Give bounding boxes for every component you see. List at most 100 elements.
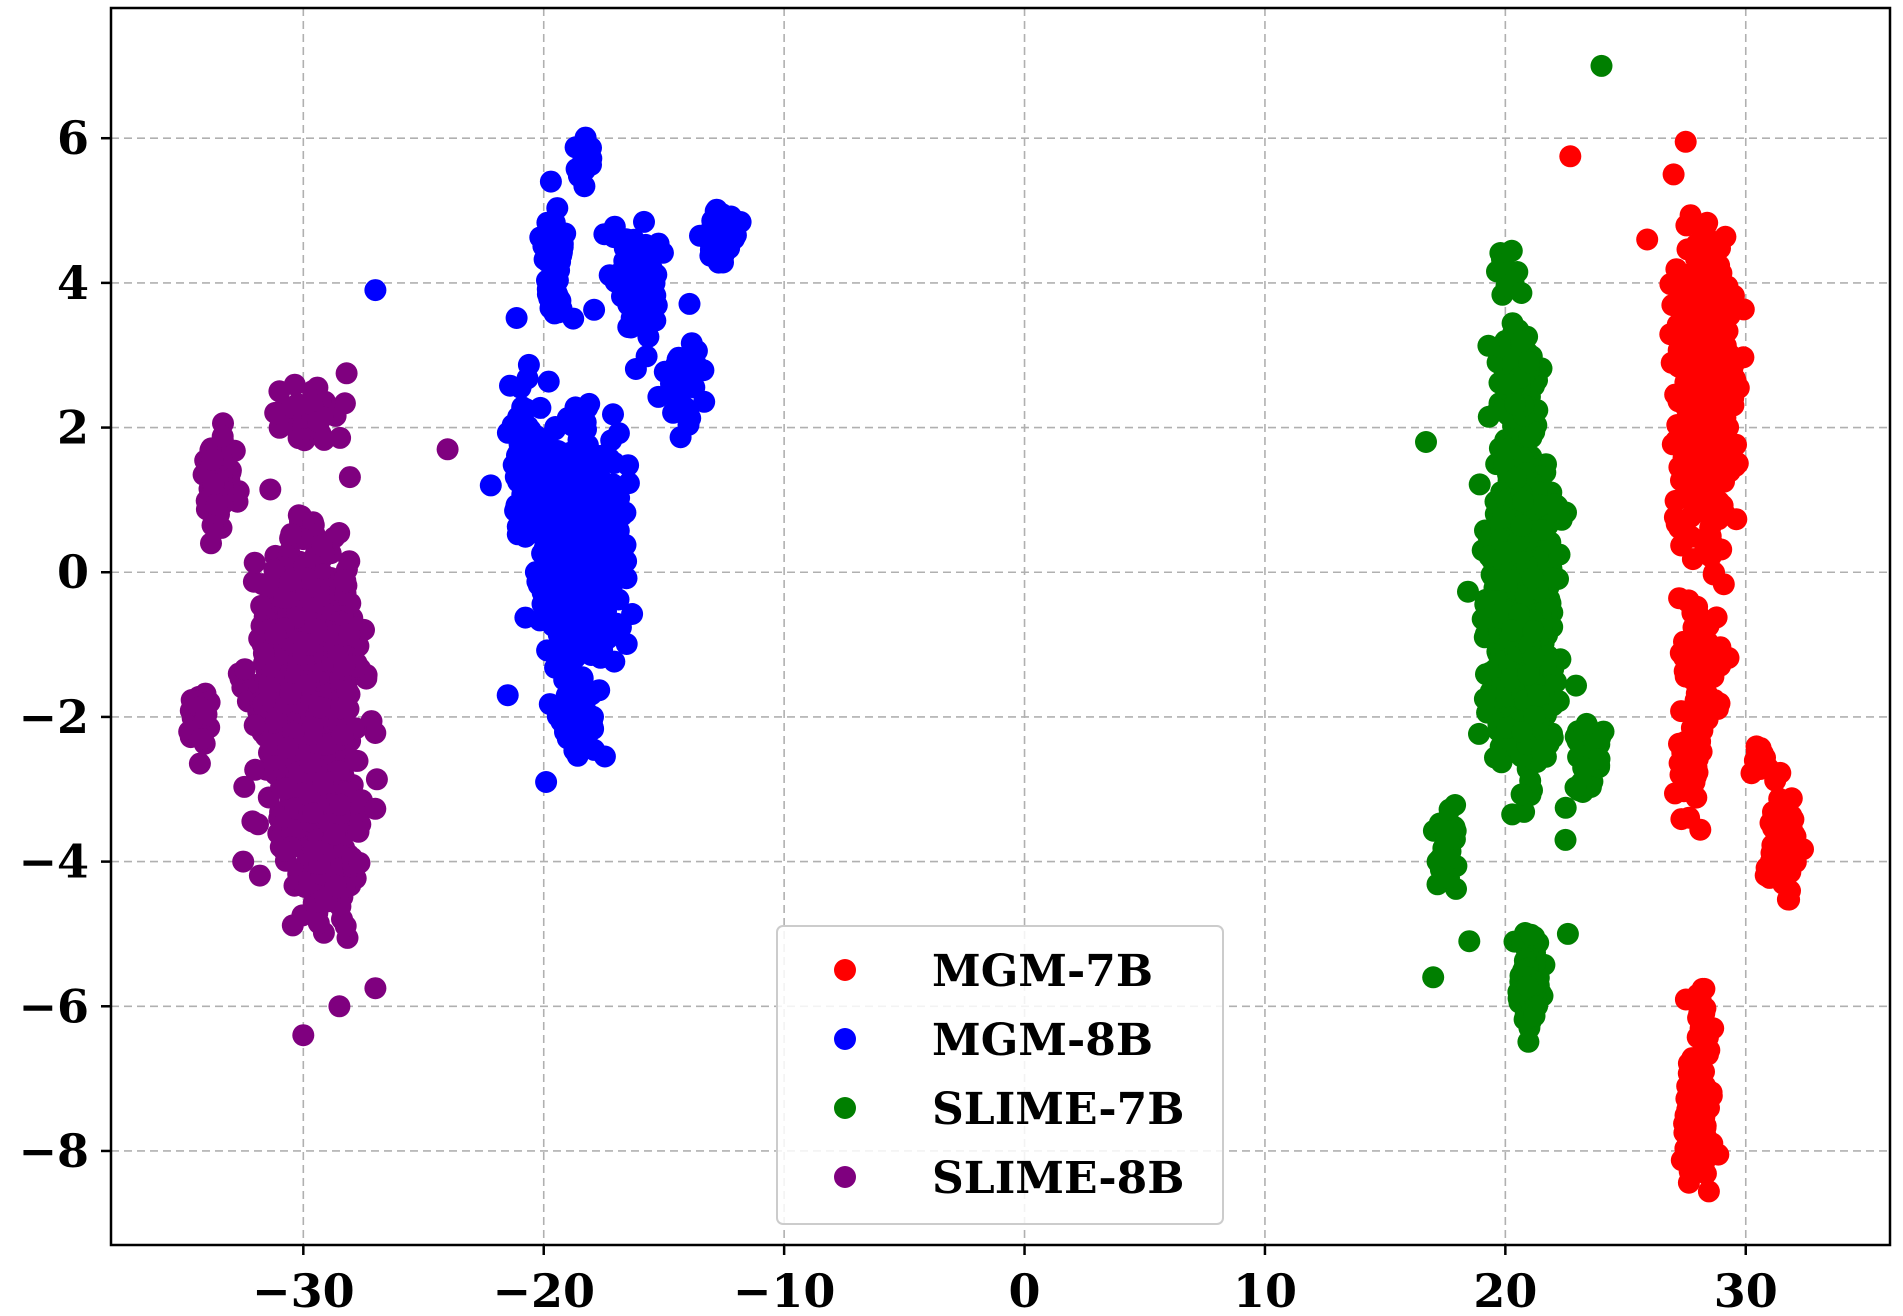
data-point — [324, 874, 347, 897]
data-point — [302, 802, 324, 824]
data-point — [1686, 747, 1709, 770]
legend-box — [776, 925, 1224, 1225]
legend: MGM-7B MGM-8B SLIME-7B SLIME-8B — [776, 925, 1224, 1225]
data-point — [544, 502, 567, 525]
data-point — [613, 250, 636, 272]
data-point — [1519, 923, 1542, 946]
data-point — [1712, 573, 1735, 596]
data-point — [1468, 473, 1491, 496]
data-point — [1683, 1067, 1705, 1090]
data-point — [1676, 238, 1699, 261]
legend-marker — [834, 1097, 856, 1119]
data-point — [364, 279, 387, 302]
data-point — [1516, 975, 1539, 998]
data-point — [1504, 467, 1527, 490]
data-point — [1590, 54, 1613, 77]
data-point — [1696, 708, 1719, 731]
data-point — [602, 403, 624, 426]
legend-label: MGM-8B — [932, 1015, 1153, 1066]
data-point — [566, 698, 589, 721]
data-point — [1674, 988, 1697, 1011]
data-point — [1773, 867, 1796, 890]
data-point — [1477, 405, 1500, 428]
data-point — [1559, 145, 1582, 168]
data-point — [1572, 756, 1595, 779]
data-point — [1517, 663, 1540, 686]
data-point — [1695, 1091, 1718, 1114]
data-point — [1684, 647, 1707, 670]
data-points — [178, 54, 1814, 1203]
data-point — [1491, 601, 1514, 624]
data-point — [531, 581, 554, 604]
data-point — [548, 598, 571, 621]
y-tick-label: 2 — [57, 401, 89, 455]
data-point — [607, 422, 630, 445]
data-point — [514, 525, 537, 548]
data-point — [1510, 282, 1533, 304]
data-point — [588, 679, 611, 702]
series-mgm-8b — [364, 126, 752, 793]
data-point — [1564, 776, 1587, 799]
data-point — [264, 623, 287, 646]
data-point — [336, 679, 359, 702]
data-point — [1529, 494, 1552, 517]
data-point — [634, 233, 657, 256]
data-point — [1473, 687, 1496, 710]
data-point — [1690, 363, 1713, 386]
y-tick-label: −8 — [18, 1124, 89, 1178]
data-point — [529, 396, 552, 419]
data-point — [479, 474, 502, 497]
data-point — [259, 478, 282, 501]
data-point — [1689, 818, 1712, 841]
data-point — [243, 714, 266, 737]
x-tick-label: 10 — [1233, 1264, 1297, 1316]
data-point — [364, 977, 387, 1000]
data-point — [1517, 1030, 1540, 1053]
legend-label: SLIME-7B — [932, 1084, 1184, 1135]
data-point — [583, 298, 606, 321]
data-point — [1510, 514, 1533, 537]
data-point — [1468, 722, 1490, 745]
data-point — [268, 380, 291, 403]
data-point — [603, 215, 626, 238]
data-point — [211, 425, 234, 448]
data-point — [577, 506, 600, 529]
data-point — [308, 696, 331, 719]
data-point — [1710, 538, 1733, 561]
data-point — [276, 736, 299, 759]
data-point — [583, 738, 606, 761]
data-point — [617, 472, 640, 495]
data-point — [200, 532, 222, 555]
data-point — [563, 739, 586, 762]
data-point — [232, 850, 255, 873]
data-point — [528, 462, 551, 485]
data-point — [202, 472, 225, 495]
data-point — [1694, 380, 1717, 403]
data-point — [516, 367, 539, 390]
data-point — [1689, 614, 1712, 637]
series-mgm-7b — [1559, 130, 1814, 1203]
data-point — [279, 569, 302, 592]
data-point — [669, 426, 692, 449]
data-point — [264, 401, 287, 424]
data-point — [1457, 580, 1479, 603]
data-point — [1531, 737, 1554, 760]
data-point — [1762, 804, 1785, 827]
data-point — [307, 912, 330, 935]
data-point — [576, 434, 599, 457]
data-point — [546, 197, 569, 220]
y-tick-label: −6 — [18, 979, 89, 1033]
data-point — [1685, 682, 1708, 705]
data-point — [1422, 966, 1445, 989]
data-point — [1674, 336, 1697, 359]
data-point — [1556, 922, 1579, 945]
data-point — [512, 413, 535, 436]
x-tick-label: 0 — [1009, 1264, 1041, 1316]
data-point — [1696, 231, 1719, 254]
data-point — [436, 438, 459, 461]
data-point — [334, 915, 357, 937]
data-point — [539, 170, 562, 193]
data-point — [505, 307, 528, 329]
data-point — [1501, 619, 1523, 642]
data-point — [1584, 729, 1607, 752]
